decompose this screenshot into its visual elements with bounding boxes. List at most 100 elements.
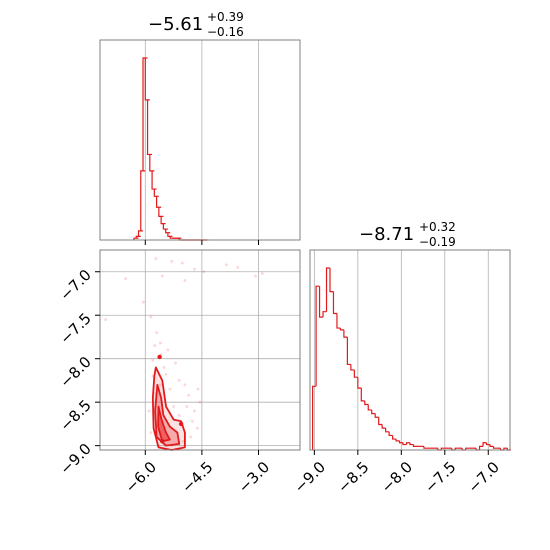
scatter-point: [195, 426, 199, 430]
scatter-point: [164, 372, 168, 376]
scatter-point: [153, 344, 157, 348]
param2-hist-bin: [381, 424, 386, 429]
scatter-point: [181, 439, 185, 443]
scatter-point: [192, 267, 196, 271]
param1-histogram-panel: [99, 39, 301, 245]
param2-hist-bin: [322, 311, 327, 318]
scatter-point: [191, 419, 194, 423]
scatter-point: [158, 383, 162, 387]
param2-histogram-panel: −9.0 −8.5 −8.0 −7.5 −7.0: [291, 249, 511, 497]
scatter-point: [158, 341, 162, 345]
scatter-ytick-label: −7.5: [56, 309, 94, 347]
scatter-point: [151, 359, 155, 362]
param2-hist-bin: [392, 435, 397, 440]
scatter-point: [254, 274, 257, 278]
param1-hist-bin: [133, 237, 139, 240]
scatter-ytick-label: −8.5: [56, 396, 94, 434]
scatter-point: [192, 409, 196, 413]
scatter-highlight-point: [160, 439, 165, 444]
scatter-point: [124, 277, 128, 281]
param1-hist-bin: [158, 207, 164, 217]
param2-hist-bin: [492, 446, 497, 449]
param2-hist-bin: [440, 447, 445, 450]
param1-hist-bin: [144, 58, 150, 101]
param2-hist-bin: [367, 404, 372, 411]
param2-hist-xtick-label: −7.5: [421, 458, 459, 496]
scatter-point: [174, 361, 177, 365]
param2-hist-xtick-label: −8.0: [378, 458, 416, 496]
scatter-point: [236, 265, 240, 269]
param2-hist-bin: [357, 377, 362, 389]
param2-hist-bin: [312, 385, 317, 450]
param2-hist-bin: [398, 440, 404, 444]
param2-hist-bin: [402, 442, 407, 446]
param2-hist-xtick-label: −9.0: [291, 458, 329, 496]
param2-hist-bin: [503, 447, 508, 450]
scatter-point: [198, 400, 202, 404]
param1-hist-bin: [146, 99, 153, 156]
param2-hist-bin: [329, 268, 334, 293]
scatter-point: [147, 409, 151, 413]
scatter-xtick-label: −4.5: [178, 458, 216, 496]
param2-hist-bin: [485, 442, 490, 446]
scatter-point: [160, 274, 164, 278]
scatter-highlight-point: [178, 421, 184, 427]
param2-hist-bin: [346, 337, 351, 366]
scatter-xtick-label: −6.0: [122, 458, 160, 496]
scatter-point: [141, 300, 145, 304]
scatter-highlight-point: [157, 354, 162, 360]
param2-hist-bin: [343, 329, 348, 338]
scatter-ytick-label: −8.0: [56, 353, 94, 391]
param2-hist-bin: [465, 447, 470, 450]
param2-hist-xtick-label: −8.5: [334, 458, 372, 496]
param2-hist-bin: [385, 428, 390, 433]
param1-hist-bin: [151, 170, 157, 190]
param2-hist-bin: [318, 286, 324, 318]
scatter-point: [154, 257, 158, 261]
param2-summary-plus: +0.32: [419, 220, 456, 234]
scatter-point: [168, 387, 172, 391]
param2-hist-bin: [350, 364, 355, 371]
param2-hist-bin: [395, 439, 400, 442]
param2-hist-bin: [353, 369, 358, 378]
param1-hist-bin: [135, 235, 141, 239]
param2-hist-bin: [336, 313, 341, 329]
scatter-point: [149, 315, 153, 319]
scatter-point: [183, 383, 187, 387]
param2-hist-bin: [388, 431, 393, 437]
scatter-point: [166, 348, 170, 352]
param1-hist-bin: [142, 57, 148, 171]
param1-param2-scatter-panel: −6.0 −4.5 −3.0 −7.0 −7.5 −8.0 −8.5 −9.0: [56, 249, 301, 497]
param2-hist-bin: [423, 446, 428, 449]
param2-hist-bin: [364, 400, 369, 406]
param1-hist-bin: [160, 216, 166, 225]
param2-hist-xtick-label: −7.0: [465, 458, 503, 496]
scatter-point: [189, 435, 192, 439]
param2-hist-bin: [454, 447, 459, 450]
param1-hist-bin: [162, 223, 168, 230]
param2-hist-bin: [378, 417, 383, 426]
scatter-point: [187, 393, 191, 397]
param2-hist-bin: [339, 328, 344, 331]
param1-hist-frame: [99, 39, 301, 241]
param2-summary-minus: −0.19: [419, 235, 456, 249]
param2-hist-bin: [409, 442, 414, 446]
scatter-xtick-label: −3.0: [235, 458, 273, 496]
scatter-point: [225, 263, 228, 267]
scatter-point: [149, 431, 153, 435]
scatter-point: [202, 270, 206, 274]
scatter-frame: [99, 249, 301, 451]
scatter-contour-level: [157, 405, 171, 443]
scatter-ytick-label: −9.0: [56, 440, 94, 478]
param2-summary-title: −8.71: [359, 224, 414, 245]
scatter-ytick-label: −7.0: [56, 266, 94, 304]
param1-hist-bin: [165, 229, 171, 234]
param1-hist-bin: [140, 170, 146, 231]
param2-hist-bin: [325, 267, 330, 312]
param1-summary-minus: −0.16: [207, 25, 244, 39]
scatter-point: [104, 318, 108, 321]
scatter-point: [162, 365, 166, 369]
param2-hist-bin: [374, 413, 379, 418]
param2-hist-bin: [482, 442, 487, 447]
